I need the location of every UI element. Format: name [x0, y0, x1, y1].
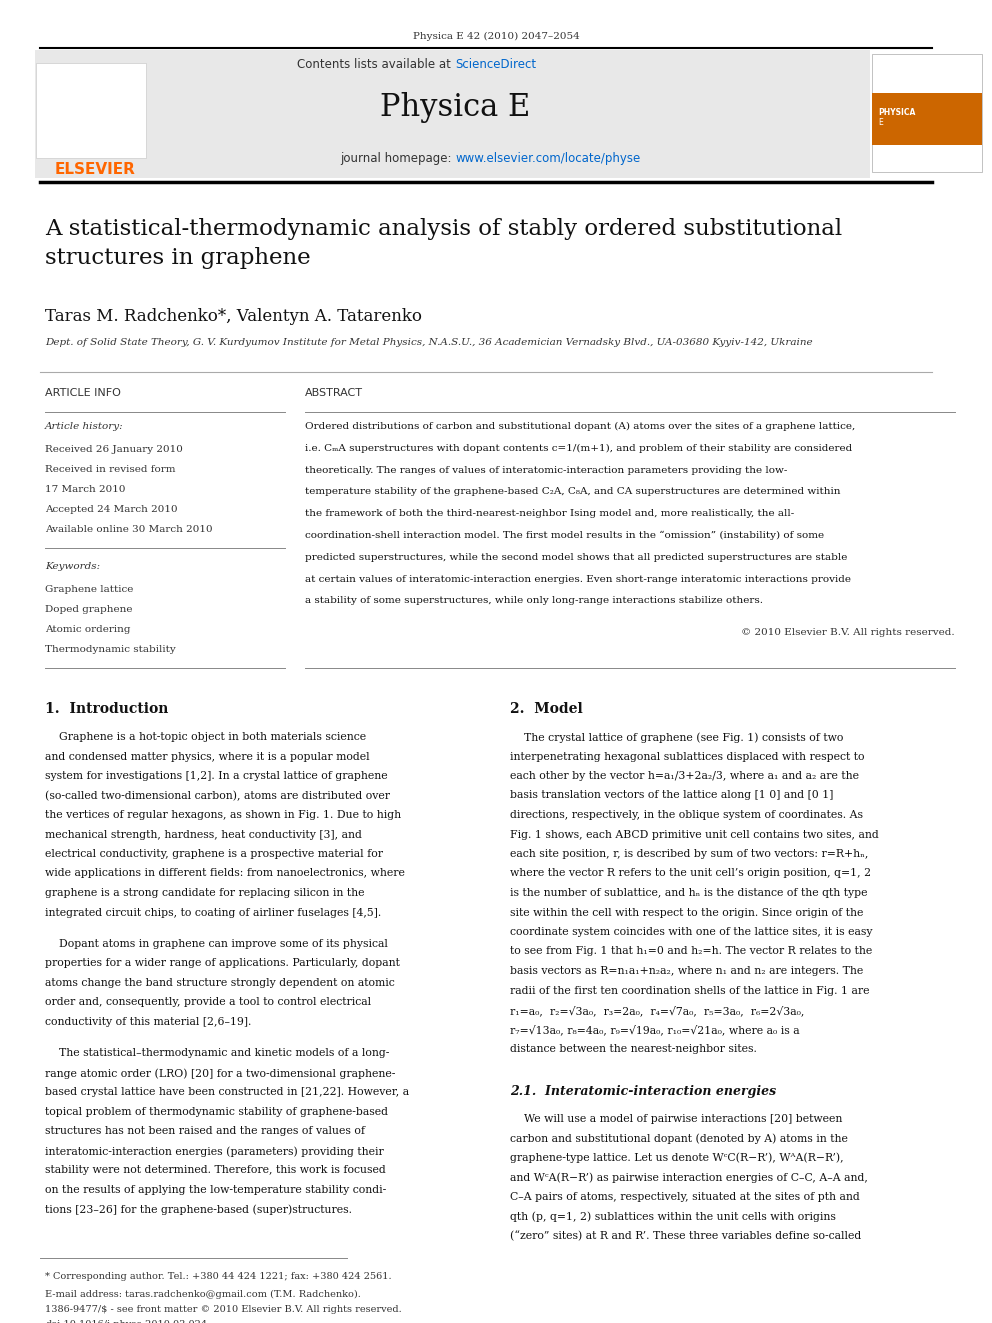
Text: atoms change the band structure strongly dependent on atomic: atoms change the band structure strongly… [45, 978, 395, 988]
FancyBboxPatch shape [35, 50, 870, 179]
Text: on the results of applying the low-temperature stability condi-: on the results of applying the low-tempe… [45, 1185, 386, 1195]
Text: Fig. 1 shows, each ABCD primitive unit cell contains two sites, and: Fig. 1 shows, each ABCD primitive unit c… [510, 830, 879, 840]
Text: based crystal lattice have been constructed in [21,22]. However, a: based crystal lattice have been construc… [45, 1088, 409, 1098]
Text: www.elsevier.com/locate/physe: www.elsevier.com/locate/physe [455, 152, 640, 165]
Text: system for investigations [1,2]. In a crystal lattice of graphene: system for investigations [1,2]. In a cr… [45, 771, 388, 781]
Text: We will use a model of pairwise interactions [20] between: We will use a model of pairwise interact… [510, 1114, 842, 1123]
Text: PHYSICA: PHYSICA [878, 108, 916, 116]
Text: A statistical-thermodynamic analysis of stably ordered substitutional
structures: A statistical-thermodynamic analysis of … [45, 218, 842, 269]
Text: and WᶜA(R−R’) as pairwise interaction energies of C–C, A–A and,: and WᶜA(R−R’) as pairwise interaction en… [510, 1172, 868, 1183]
Text: each other by the vector h=a₁/3+2a₂/3, where a₁ and a₂ are the: each other by the vector h=a₁/3+2a₂/3, w… [510, 771, 859, 781]
Text: and condensed matter physics, where it is a popular model: and condensed matter physics, where it i… [45, 751, 370, 762]
Text: 2.  Model: 2. Model [510, 703, 582, 716]
FancyBboxPatch shape [872, 54, 982, 172]
Text: at certain values of interatomic-interaction energies. Even short-range interato: at certain values of interatomic-interac… [305, 574, 851, 583]
Text: Dept. of Solid State Theory, G. V. Kurdyumov Institute for Metal Physics, N.A.S.: Dept. of Solid State Theory, G. V. Kurdy… [45, 337, 812, 347]
Text: doi:10.1016/j.physe.2010.03.024: doi:10.1016/j.physe.2010.03.024 [45, 1320, 207, 1323]
Text: mechanical strength, hardness, heat conductivity [3], and: mechanical strength, hardness, heat cond… [45, 830, 362, 840]
Text: i.e. CₘA superstructures with dopant contents c=1/(m+1), and problem of their st: i.e. CₘA superstructures with dopant con… [305, 443, 852, 452]
Text: radii of the first ten coordination shells of the lattice in Fig. 1 are: radii of the first ten coordination shel… [510, 986, 870, 995]
Text: Thermodynamic stability: Thermodynamic stability [45, 646, 176, 654]
Text: Contents lists available at: Contents lists available at [298, 58, 455, 71]
Text: integrated circuit chips, to coating of airliner fuselages [4,5].: integrated circuit chips, to coating of … [45, 908, 381, 917]
Text: stability were not determined. Therefore, this work is focused: stability were not determined. Therefore… [45, 1166, 386, 1176]
Text: site within the cell with respect to the origin. Since origin of the: site within the cell with respect to the… [510, 908, 863, 917]
Text: ELSEVIER: ELSEVIER [55, 161, 136, 177]
Text: ARTICLE INFO: ARTICLE INFO [45, 388, 121, 398]
Text: Taras M. Radchenko*, Valentyn A. Tatarenko: Taras M. Radchenko*, Valentyn A. Tataren… [45, 308, 422, 325]
Text: Doped graphene: Doped graphene [45, 605, 133, 614]
Text: * Corresponding author. Tel.: +380 44 424 1221; fax: +380 424 2561.: * Corresponding author. Tel.: +380 44 42… [45, 1271, 392, 1281]
Text: 1386-9477/$ - see front matter © 2010 Elsevier B.V. All rights reserved.: 1386-9477/$ - see front matter © 2010 El… [45, 1304, 402, 1314]
Text: order and, consequently, provide a tool to control electrical: order and, consequently, provide a tool … [45, 998, 371, 1008]
Text: where the vector R refers to the unit cell’s origin position, q=1, 2: where the vector R refers to the unit ce… [510, 868, 871, 878]
Text: r₇=√13a₀, r₈=4a₀, r₉=√19a₀, r₁₀=√21a₀, where a₀ is a: r₇=√13a₀, r₈=4a₀, r₉=√19a₀, r₁₀=√21a₀, w… [510, 1024, 800, 1036]
Text: (so-called two-dimensional carbon), atoms are distributed over: (so-called two-dimensional carbon), atom… [45, 791, 390, 800]
Text: range atomic order (LRO) [20] for a two-dimensional graphene-: range atomic order (LRO) [20] for a two-… [45, 1068, 396, 1078]
Text: graphene-type lattice. Let us denote WᶜC(R−R’), WᴬA(R−R’),: graphene-type lattice. Let us denote WᶜC… [510, 1152, 843, 1163]
Text: Physica E: Physica E [380, 93, 530, 123]
Text: coordinate system coincides with one of the lattice sites, it is easy: coordinate system coincides with one of … [510, 927, 873, 937]
Text: The statistical–thermodynamic and kinetic models of a long-: The statistical–thermodynamic and kineti… [45, 1049, 390, 1058]
Text: Graphene is a hot-topic object in both materials science: Graphene is a hot-topic object in both m… [45, 732, 366, 742]
Text: properties for a wider range of applications. Particularly, dopant: properties for a wider range of applicat… [45, 958, 400, 968]
Text: electrical conductivity, graphene is a prospective material for: electrical conductivity, graphene is a p… [45, 849, 383, 859]
Text: C–A pairs of atoms, respectively, situated at the sites of pth and: C–A pairs of atoms, respectively, situat… [510, 1192, 860, 1201]
Text: Ordered distributions of carbon and substitutional dopant (A) atoms over the sit: Ordered distributions of carbon and subs… [305, 422, 855, 431]
Text: graphene is a strong candidate for replacing silicon in the: graphene is a strong candidate for repla… [45, 888, 364, 898]
FancyBboxPatch shape [36, 64, 146, 157]
Text: (“zero” sites) at R and R’. These three variables define so-called: (“zero” sites) at R and R’. These three … [510, 1230, 861, 1241]
Text: the framework of both the third-nearest-neighbor Ising model and, more realistic: the framework of both the third-nearest-… [305, 509, 795, 519]
Text: basis translation vectors of the lattice along [1 0] and [0 1]: basis translation vectors of the lattice… [510, 791, 833, 800]
Text: Graphene lattice: Graphene lattice [45, 585, 133, 594]
Text: Available online 30 March 2010: Available online 30 March 2010 [45, 525, 212, 534]
Text: ABSTRACT: ABSTRACT [305, 388, 363, 398]
Text: E-mail address: taras.radchenko@gmail.com (T.M. Radchenko).: E-mail address: taras.radchenko@gmail.co… [45, 1290, 361, 1299]
Text: interatomic-interaction energies (parameters) providing their: interatomic-interaction energies (parame… [45, 1146, 384, 1156]
Text: journal homepage:: journal homepage: [339, 152, 455, 165]
Text: Physica E 42 (2010) 2047–2054: Physica E 42 (2010) 2047–2054 [413, 32, 579, 41]
Text: each site position, r, is described by sum of two vectors: r=R+hₙ,: each site position, r, is described by s… [510, 849, 868, 859]
Text: interpenetrating hexagonal sublattices displaced with respect to: interpenetrating hexagonal sublattices d… [510, 751, 864, 762]
Text: structures has not been raised and the ranges of values of: structures has not been raised and the r… [45, 1126, 365, 1136]
FancyBboxPatch shape [872, 93, 982, 146]
Text: Accepted 24 March 2010: Accepted 24 March 2010 [45, 505, 178, 515]
Text: the vertices of regular hexagons, as shown in Fig. 1. Due to high: the vertices of regular hexagons, as sho… [45, 810, 401, 820]
Text: temperature stability of the graphene-based C₂A, C₈A, and CA superstructures are: temperature stability of the graphene-ba… [305, 487, 840, 496]
Text: a stability of some superstructures, while only long-range interactions stabiliz: a stability of some superstructures, whi… [305, 597, 763, 606]
Text: distance between the nearest-neighbor sites.: distance between the nearest-neighbor si… [510, 1044, 757, 1054]
Text: 17 March 2010: 17 March 2010 [45, 486, 126, 493]
Text: r₁=a₀,  r₂=√3a₀,  r₃=2a₀,  r₄=√7a₀,  r₅=3a₀,  r₆=2√3a₀,: r₁=a₀, r₂=√3a₀, r₃=2a₀, r₄=√7a₀, r₅=3a₀,… [510, 1005, 805, 1016]
Text: coordination-shell interaction model. The first model results in the “omission” : coordination-shell interaction model. Th… [305, 531, 824, 540]
Text: predicted superstructures, while the second model shows that all predicted super: predicted superstructures, while the sec… [305, 553, 847, 562]
Text: conductivity of this material [2,6–19].: conductivity of this material [2,6–19]. [45, 1017, 251, 1027]
Text: theoretically. The ranges of values of interatomic-interaction parameters provid: theoretically. The ranges of values of i… [305, 466, 788, 475]
Text: basis vectors as R=n₁a₁+n₂a₂, where n₁ and n₂ are integers. The: basis vectors as R=n₁a₁+n₂a₂, where n₁ a… [510, 966, 863, 976]
Text: carbon and substitutional dopant (denoted by A) atoms in the: carbon and substitutional dopant (denote… [510, 1132, 848, 1143]
Text: qth (p, q=1, 2) sublattices within the unit cells with origins: qth (p, q=1, 2) sublattices within the u… [510, 1211, 836, 1221]
Text: topical problem of thermodynamic stability of graphene-based: topical problem of thermodynamic stabili… [45, 1107, 388, 1117]
Text: directions, respectively, in the oblique system of coordinates. As: directions, respectively, in the oblique… [510, 810, 863, 820]
Text: © 2010 Elsevier B.V. All rights reserved.: © 2010 Elsevier B.V. All rights reserved… [741, 628, 955, 636]
Text: ScienceDirect: ScienceDirect [455, 58, 536, 71]
Text: wide applications in different fields: from nanoelectronics, where: wide applications in different fields: f… [45, 868, 405, 878]
Text: 2.1.  Interatomic-interaction energies: 2.1. Interatomic-interaction energies [510, 1085, 776, 1098]
Text: Article history:: Article history: [45, 422, 124, 431]
Text: Received 26 January 2010: Received 26 January 2010 [45, 445, 183, 454]
Text: to see from Fig. 1 that h₁=0 and h₂=h. The vector R relates to the: to see from Fig. 1 that h₁=0 and h₂=h. T… [510, 946, 872, 957]
Text: is the number of sublattice, and hₙ is the distance of the qth type: is the number of sublattice, and hₙ is t… [510, 888, 867, 898]
Text: Keywords:: Keywords: [45, 562, 100, 572]
Text: Atomic ordering: Atomic ordering [45, 624, 131, 634]
Text: 1.  Introduction: 1. Introduction [45, 703, 169, 716]
Text: tions [23–26] for the graphene-based (super)structures.: tions [23–26] for the graphene-based (su… [45, 1204, 352, 1215]
Text: Received in revised form: Received in revised form [45, 464, 176, 474]
Text: Dopant atoms in graphene can improve some of its physical: Dopant atoms in graphene can improve som… [45, 939, 388, 949]
Text: The crystal lattice of graphene (see Fig. 1) consists of two: The crystal lattice of graphene (see Fig… [510, 732, 843, 742]
Text: E: E [878, 118, 883, 127]
